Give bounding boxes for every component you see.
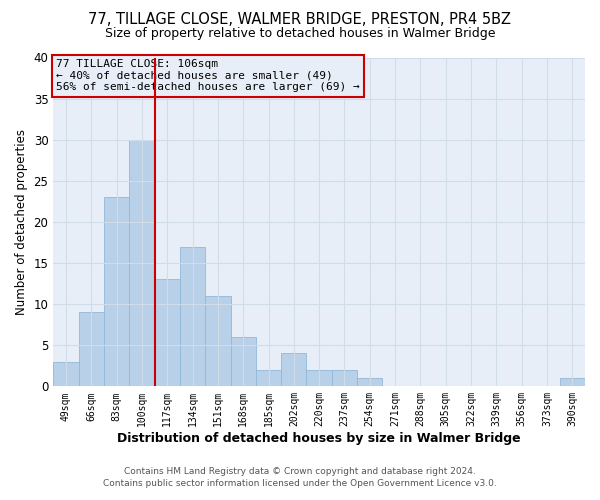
Bar — [256, 370, 281, 386]
Bar — [79, 312, 104, 386]
Bar — [205, 296, 230, 386]
Bar — [129, 140, 155, 386]
Bar — [104, 198, 129, 386]
Bar — [53, 362, 79, 386]
Bar — [155, 280, 180, 386]
Text: 77, TILLAGE CLOSE, WALMER BRIDGE, PRESTON, PR4 5BZ: 77, TILLAGE CLOSE, WALMER BRIDGE, PRESTO… — [89, 12, 511, 28]
Text: 77 TILLAGE CLOSE: 106sqm
← 40% of detached houses are smaller (49)
56% of semi-d: 77 TILLAGE CLOSE: 106sqm ← 40% of detach… — [56, 59, 360, 92]
Bar — [281, 354, 307, 386]
Text: Size of property relative to detached houses in Walmer Bridge: Size of property relative to detached ho… — [105, 28, 495, 40]
Bar — [332, 370, 357, 386]
Bar — [230, 337, 256, 386]
X-axis label: Distribution of detached houses by size in Walmer Bridge: Distribution of detached houses by size … — [118, 432, 521, 445]
Bar — [180, 246, 205, 386]
Bar — [560, 378, 585, 386]
Bar — [357, 378, 382, 386]
Bar — [307, 370, 332, 386]
Text: Contains HM Land Registry data © Crown copyright and database right 2024.
Contai: Contains HM Land Registry data © Crown c… — [103, 466, 497, 487]
Y-axis label: Number of detached properties: Number of detached properties — [15, 129, 28, 315]
